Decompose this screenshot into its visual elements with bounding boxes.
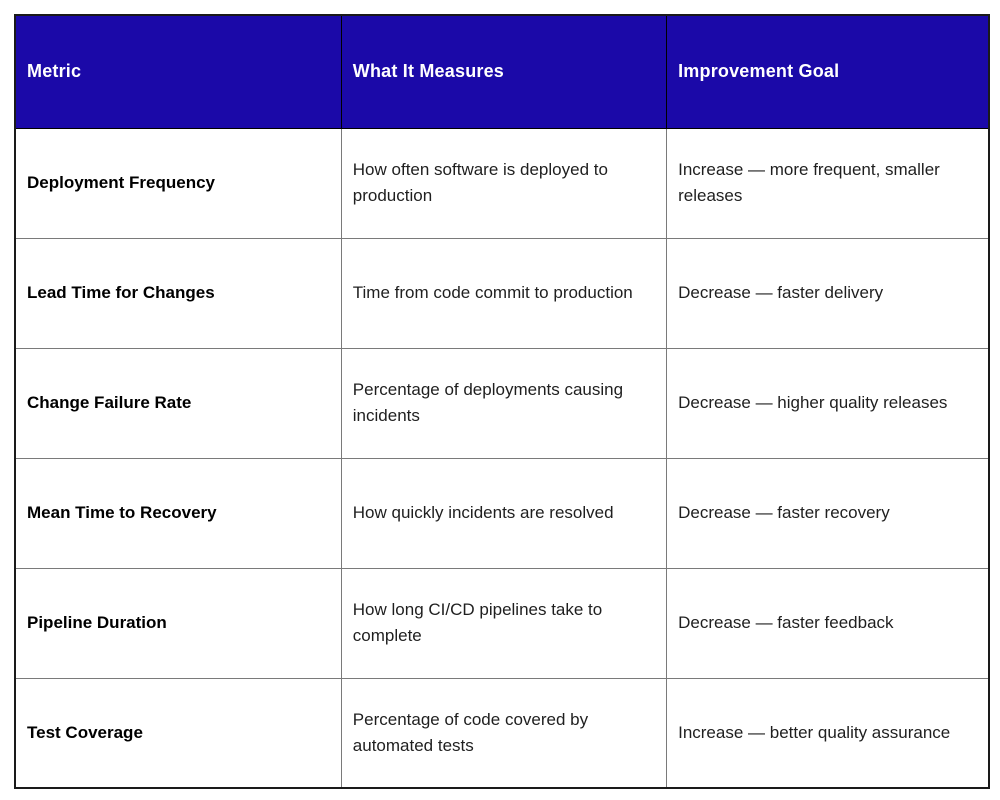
table-body: Deployment Frequency How often software …: [14, 127, 990, 789]
metric-cell: Deployment Frequency: [14, 127, 342, 239]
table-row: Lead Time for Changes Time from code com…: [14, 237, 990, 349]
header-row: Metric What It Measures Improvement Goal: [14, 14, 990, 129]
metrics-table-container: Metric What It Measures Improvement Goal…: [14, 14, 990, 789]
table-row: Change Failure Rate Percentage of deploy…: [14, 347, 990, 459]
table-row: Deployment Frequency How often software …: [14, 127, 990, 239]
table-row: Pipeline Duration How long CI/CD pipelin…: [14, 567, 990, 679]
table-header: Metric What It Measures Improvement Goal: [14, 14, 990, 129]
measures-cell: How long CI/CD pipelines take to complet…: [340, 567, 668, 679]
column-header-what-it-measures: What It Measures: [340, 14, 668, 129]
metric-cell: Test Coverage: [14, 677, 342, 789]
goal-cell: Increase — more frequent, smaller releas…: [666, 127, 990, 239]
goal-cell: Decrease — faster delivery: [666, 237, 990, 349]
devops-metrics-table: Metric What It Measures Improvement Goal…: [14, 14, 990, 789]
metric-cell: Change Failure Rate: [14, 347, 342, 459]
goal-cell: Decrease — higher quality releases: [666, 347, 990, 459]
column-header-metric: Metric: [14, 14, 342, 129]
table-row: Mean Time to Recovery How quickly incide…: [14, 457, 990, 569]
goal-cell: Decrease — faster recovery: [666, 457, 990, 569]
metric-cell: Mean Time to Recovery: [14, 457, 342, 569]
metric-cell: Lead Time for Changes: [14, 237, 342, 349]
measures-cell: Time from code commit to production: [340, 237, 668, 349]
measures-cell: How often software is deployed to produc…: [340, 127, 668, 239]
measures-cell: Percentage of deployments causing incide…: [340, 347, 668, 459]
goal-cell: Increase — better quality assurance: [666, 677, 990, 789]
measures-cell: Percentage of code covered by automated …: [340, 677, 668, 789]
goal-cell: Decrease — faster feedback: [666, 567, 990, 679]
measures-cell: How quickly incidents are resolved: [340, 457, 668, 569]
table-row: Test Coverage Percentage of code covered…: [14, 677, 990, 789]
column-header-improvement-goal: Improvement Goal: [666, 14, 990, 129]
metric-cell: Pipeline Duration: [14, 567, 342, 679]
